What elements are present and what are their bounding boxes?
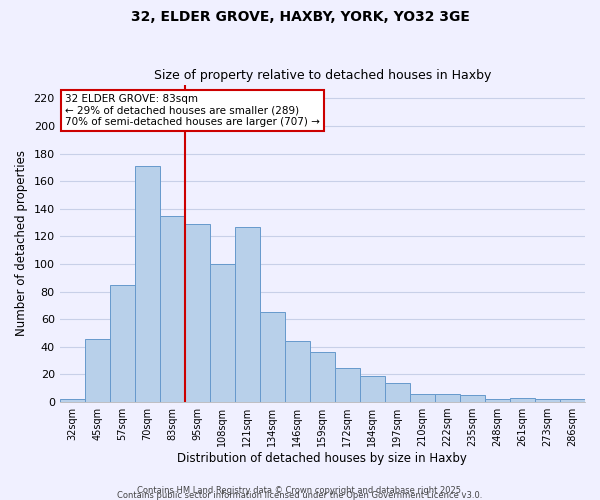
Bar xyxy=(535,400,560,402)
Text: Contains HM Land Registry data © Crown copyright and database right 2025.: Contains HM Land Registry data © Crown c… xyxy=(137,486,463,495)
Bar xyxy=(485,400,510,402)
Title: Size of property relative to detached houses in Haxby: Size of property relative to detached ho… xyxy=(154,69,491,82)
Bar xyxy=(85,338,110,402)
Bar xyxy=(160,216,185,402)
Bar xyxy=(210,264,235,402)
Bar xyxy=(59,400,85,402)
Bar xyxy=(435,394,460,402)
Bar xyxy=(560,400,585,402)
Bar xyxy=(385,383,410,402)
Bar xyxy=(335,368,360,402)
Bar xyxy=(410,394,435,402)
Bar xyxy=(260,312,285,402)
Bar xyxy=(135,166,160,402)
Text: 32, ELDER GROVE, HAXBY, YORK, YO32 3GE: 32, ELDER GROVE, HAXBY, YORK, YO32 3GE xyxy=(131,10,469,24)
X-axis label: Distribution of detached houses by size in Haxby: Distribution of detached houses by size … xyxy=(178,452,467,465)
Bar xyxy=(285,342,310,402)
Bar xyxy=(185,224,210,402)
Text: Contains public sector information licensed under the Open Government Licence v3: Contains public sector information licen… xyxy=(118,491,482,500)
Bar xyxy=(460,395,485,402)
Bar xyxy=(110,284,135,402)
Bar xyxy=(235,227,260,402)
Bar xyxy=(360,376,385,402)
Bar xyxy=(310,352,335,402)
Text: 32 ELDER GROVE: 83sqm
← 29% of detached houses are smaller (289)
70% of semi-det: 32 ELDER GROVE: 83sqm ← 29% of detached … xyxy=(65,94,320,128)
Y-axis label: Number of detached properties: Number of detached properties xyxy=(15,150,28,336)
Bar xyxy=(510,398,535,402)
